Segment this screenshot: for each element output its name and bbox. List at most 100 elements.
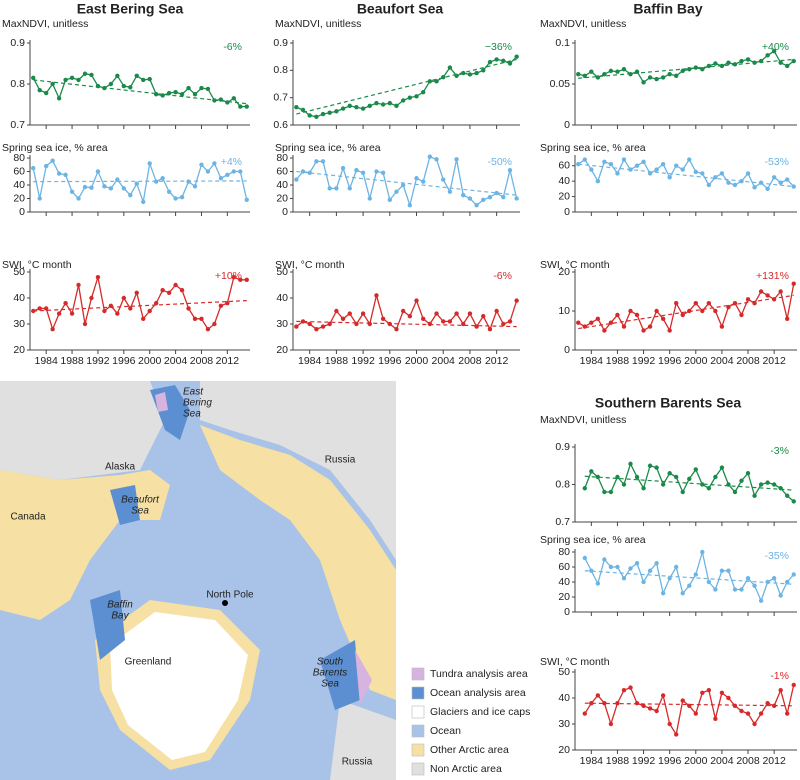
data-point <box>434 157 439 162</box>
y-tick-label: 60 <box>276 165 288 177</box>
data-point <box>89 185 94 190</box>
y-tick-label: 0 <box>564 119 570 131</box>
data-point <box>778 688 783 693</box>
data-point <box>238 277 243 282</box>
y-tick-label: 20 <box>276 192 288 204</box>
data-point <box>225 172 230 178</box>
data-point <box>212 98 217 103</box>
data-point <box>595 581 601 586</box>
data-point <box>501 321 506 327</box>
data-point <box>732 489 738 495</box>
data-point <box>441 74 446 80</box>
data-point <box>628 461 633 467</box>
data-point <box>63 301 68 306</box>
data-point <box>739 178 744 184</box>
data-point <box>115 73 120 79</box>
x-tick-label: 2000 <box>138 355 162 367</box>
tundra-analysis <box>355 650 372 705</box>
x-tick-label: 1996 <box>658 355 682 367</box>
data-point <box>628 308 633 314</box>
data-point <box>726 482 731 487</box>
data-point <box>108 81 114 87</box>
data-point <box>69 75 75 81</box>
data-point <box>602 159 607 165</box>
legend-label: Glaciers and ice caps <box>430 706 530 718</box>
data-point <box>732 301 738 306</box>
data-point <box>380 170 386 176</box>
data-point <box>641 579 646 585</box>
map-label: Beaufort <box>121 495 160 506</box>
data-point <box>758 180 764 185</box>
data-point <box>726 568 731 573</box>
trend-line <box>578 294 794 330</box>
data-point <box>427 154 433 159</box>
data-point <box>173 196 178 201</box>
data-point <box>186 179 191 184</box>
data-point <box>394 189 399 194</box>
data-point <box>63 77 68 83</box>
data-point <box>621 157 627 162</box>
data-point <box>108 186 114 191</box>
data-point <box>467 311 473 316</box>
data-point <box>307 170 312 176</box>
data-point <box>128 85 133 90</box>
map-label: Bering <box>183 398 212 409</box>
data-point <box>461 70 466 76</box>
data-point <box>765 186 770 192</box>
x-tick-label: 2008 <box>736 755 760 767</box>
data-point <box>481 314 486 319</box>
y-tick-label: 0 <box>564 606 570 618</box>
data-point <box>367 103 372 109</box>
data-point <box>674 163 679 168</box>
non-arctic <box>330 700 396 780</box>
data-point <box>752 185 757 190</box>
legend-swatch <box>411 724 425 738</box>
data-point <box>576 71 581 77</box>
data-line <box>296 56 518 118</box>
data-point <box>244 197 249 203</box>
panel-subtitle: MaxNDVI, unitless <box>540 414 626 426</box>
data-point <box>37 306 42 311</box>
data-point <box>615 564 620 570</box>
data-point <box>680 167 685 172</box>
legend-swatch <box>411 762 425 776</box>
legend-label: Ocean analysis area <box>430 687 526 699</box>
data-point <box>641 703 646 708</box>
data-point <box>719 171 725 176</box>
y-tick-label: 60 <box>13 165 25 177</box>
data-point <box>621 482 627 487</box>
data-point <box>367 321 372 327</box>
data-point <box>461 321 466 327</box>
map-label: Alaska <box>105 462 135 473</box>
data-point <box>434 79 439 84</box>
data-point <box>134 181 139 186</box>
data-point <box>765 701 770 706</box>
data-point <box>706 688 712 693</box>
data-point <box>327 321 332 327</box>
data-point <box>441 319 446 324</box>
data-point <box>374 293 379 298</box>
data-point <box>778 289 783 294</box>
data-point <box>647 706 653 711</box>
data-point <box>294 105 299 110</box>
y-tick-label: 40 <box>13 179 25 191</box>
data-line <box>32 73 247 108</box>
data-point <box>674 564 679 570</box>
y-tick-label: 0.8 <box>10 78 25 90</box>
data-point <box>166 189 172 194</box>
data-point <box>173 90 178 95</box>
data-point <box>199 85 204 91</box>
data-point <box>374 169 379 174</box>
map-label: Russia <box>325 455 356 466</box>
data-point <box>615 701 620 706</box>
panel-subtitle: Spring sea ice, % area <box>2 142 108 154</box>
data-point <box>31 165 36 171</box>
data-point <box>487 327 493 332</box>
data-point <box>589 320 594 325</box>
data-point <box>647 463 653 468</box>
x-tick-label: 1996 <box>658 755 682 767</box>
data-point <box>628 167 633 172</box>
ocean-analysis <box>110 485 140 525</box>
panel-subtitle: SWI, °C month <box>2 259 72 271</box>
data-point <box>447 319 453 324</box>
